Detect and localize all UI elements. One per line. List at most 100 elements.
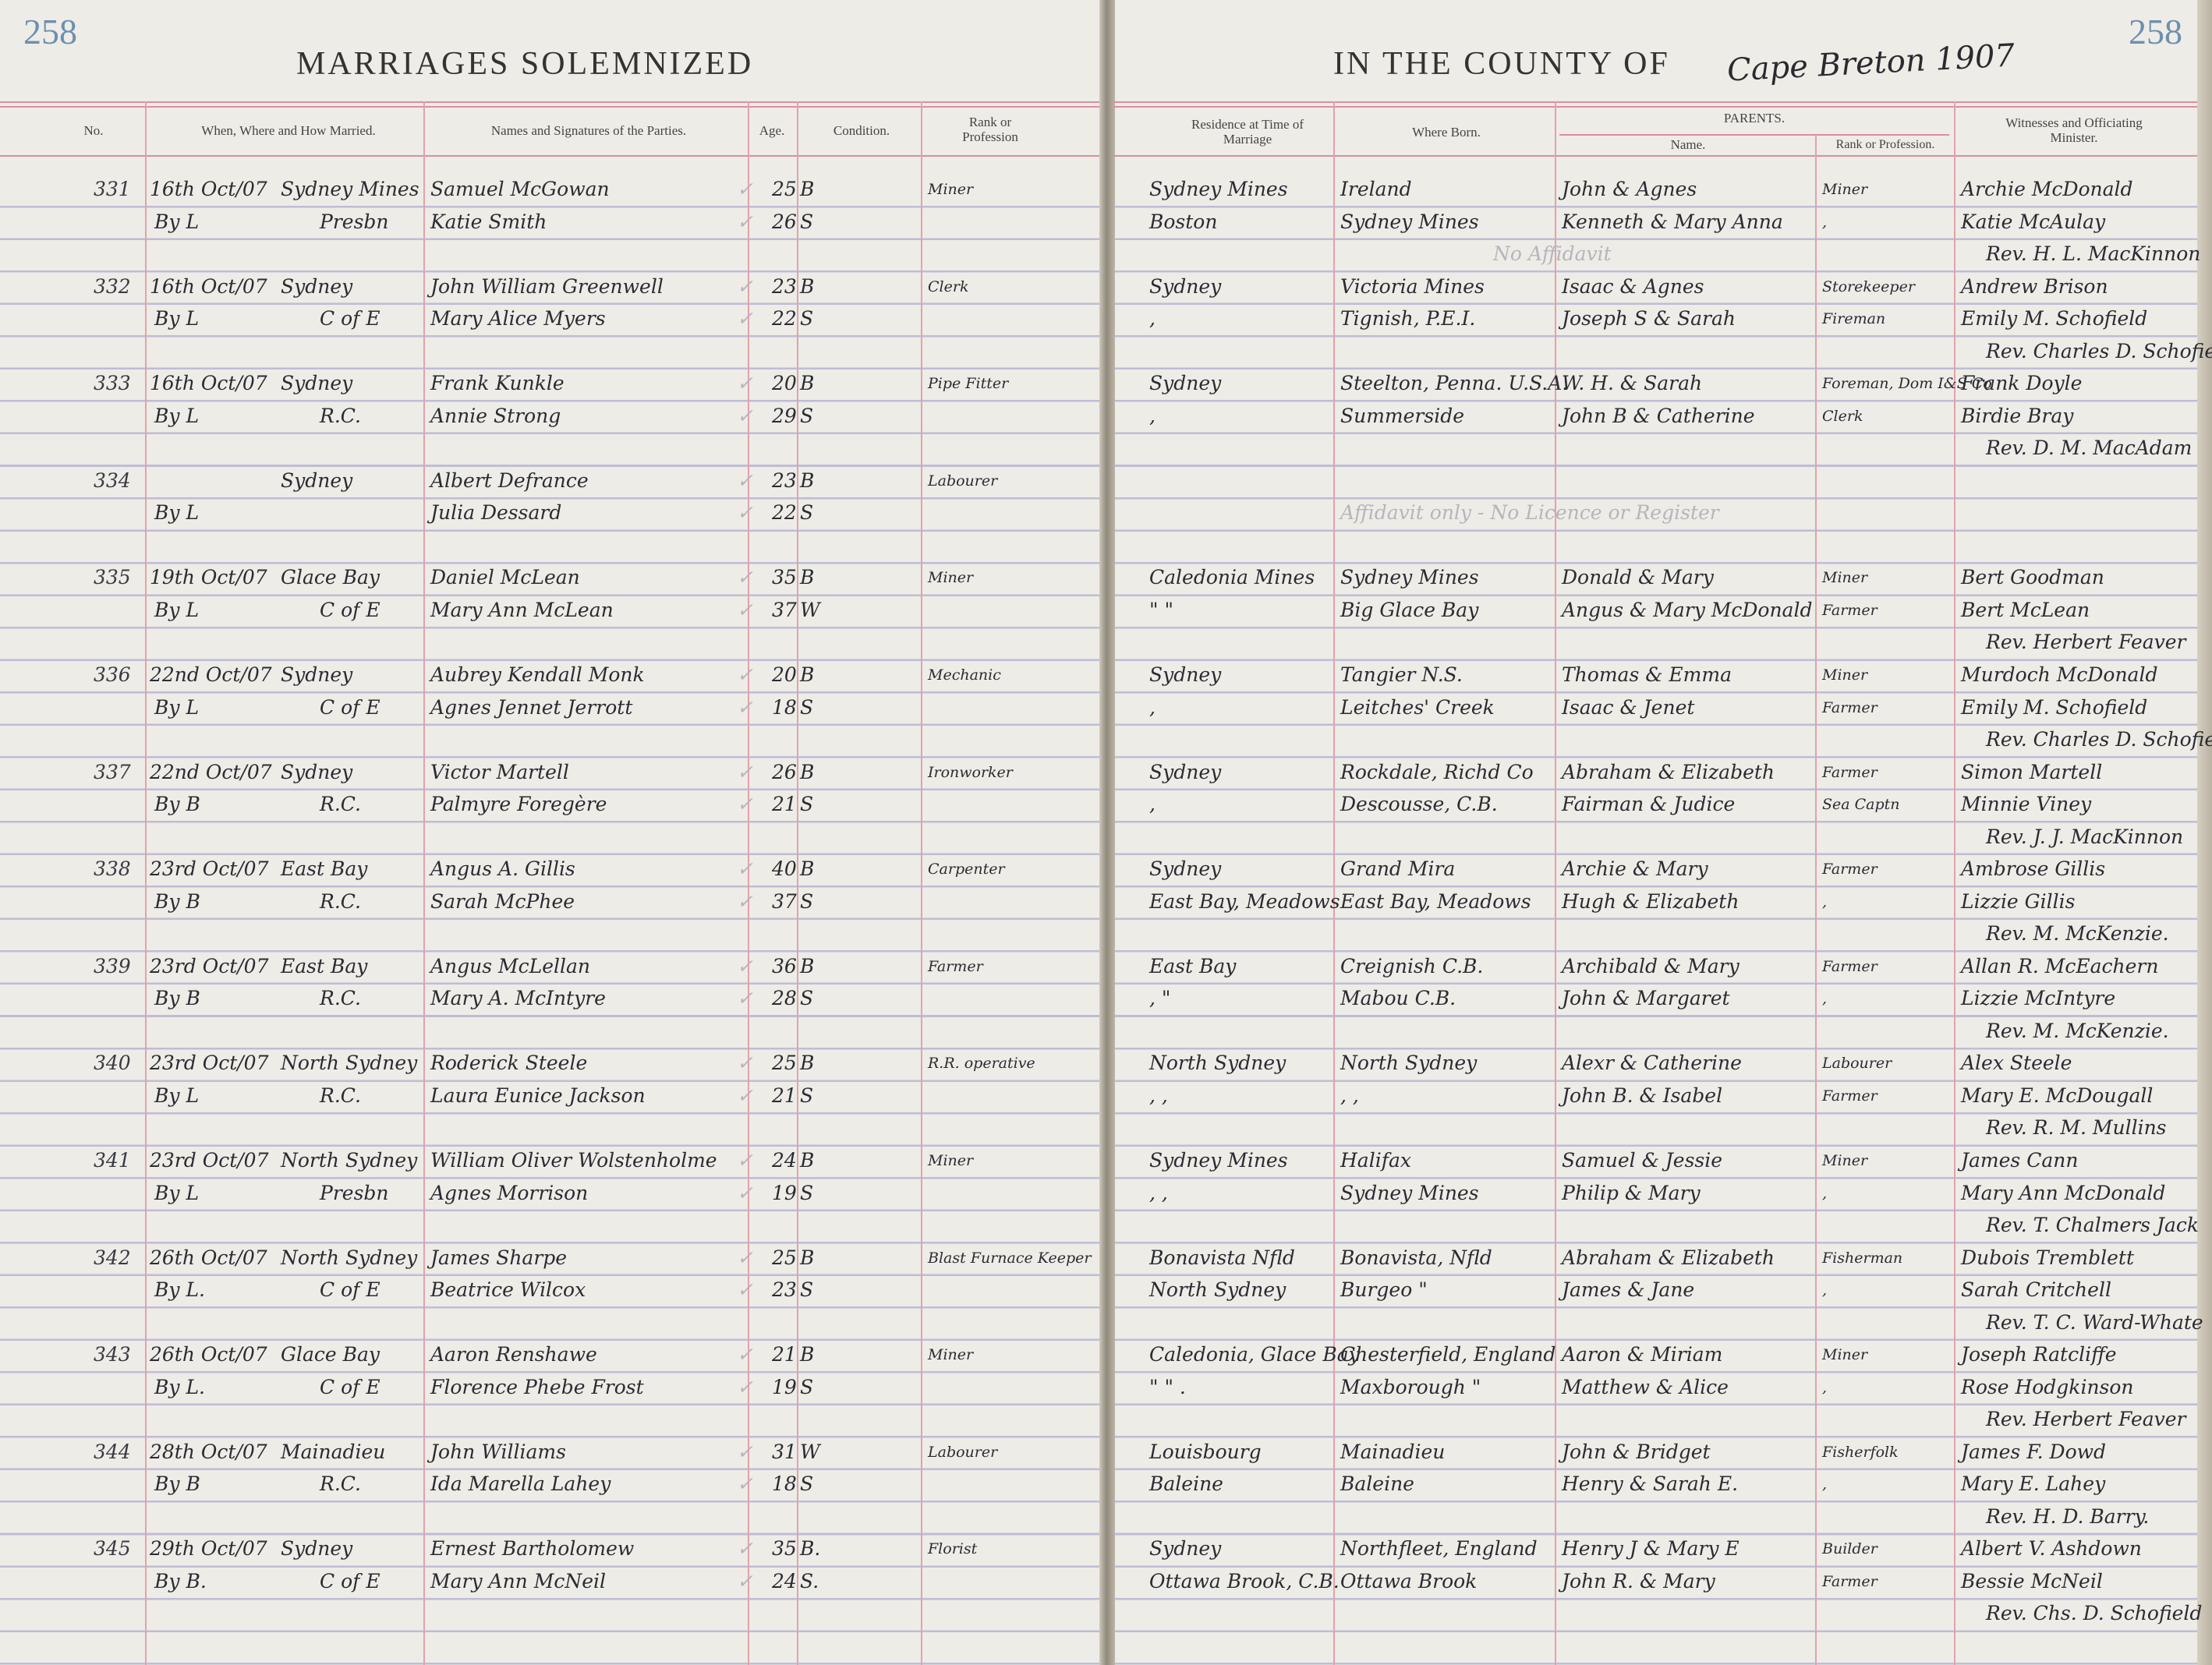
- check-mark-icon: ✓: [737, 210, 753, 233]
- witness-1: Albert V. Ashdown: [1961, 1537, 2142, 1561]
- groom-residence: East Bay: [1149, 954, 1237, 977]
- groom-birthplace: North Sydney: [1340, 1052, 1478, 1075]
- marriage-place: Sydney Mines: [281, 178, 419, 200]
- check-mark-icon: ✓: [737, 793, 753, 816]
- groom-condition: B.: [800, 1537, 821, 1561]
- bride-name: Beatrice Wilcox: [430, 1278, 586, 1302]
- groom-condition: B: [800, 178, 815, 200]
- groom-residence: Sydney: [1149, 274, 1222, 298]
- bride-parents-rank: Farmer: [1822, 601, 1878, 619]
- bride-age: 18: [772, 1472, 797, 1496]
- page-title-left: MARRIAGES SOLEMNIZED: [296, 46, 754, 82]
- groom-name: Albert Defrance: [430, 468, 589, 492]
- bride-condition: S: [800, 695, 814, 719]
- groom-name: John William Greenwell: [430, 274, 664, 298]
- bride-name: Sarah McPhee: [430, 889, 575, 913]
- witness-2: Mary E. McDougall: [1961, 1083, 2154, 1107]
- marriage-date: 16th Oct/07: [150, 178, 267, 200]
- bride-birthplace: Tignish, P.E.I.: [1340, 307, 1476, 331]
- bride-parents-rank: Farmer: [1822, 1087, 1878, 1105]
- denomination: C of E: [320, 695, 380, 719]
- groom-condition: B: [800, 663, 815, 686]
- groom-age: 25: [772, 178, 797, 200]
- ruling-header-bottom: [1113, 155, 2197, 157]
- groom-birthplace: Rockdale, Richd Co: [1340, 760, 1534, 783]
- bride-condition: S: [800, 987, 814, 1010]
- groom-condition: W: [800, 1440, 820, 1463]
- groom-condition: B: [800, 954, 815, 977]
- groom-name: Frank Kunkle: [430, 372, 565, 395]
- groom-parents-rank: Farmer: [1822, 763, 1878, 781]
- groom-age: 26: [772, 760, 797, 783]
- marriage-place: Sydney: [281, 274, 353, 298]
- officiating-minister: Rev. D. M. MacAdam: [1986, 437, 2193, 460]
- bride-birthplace: Maxborough ": [1340, 1375, 1481, 1398]
- groom-parents-rank: Miner: [1822, 1152, 1868, 1169]
- marriage-method: By L: [154, 501, 200, 525]
- entry-number: 332: [94, 274, 131, 298]
- marriage-method: By L: [154, 1181, 200, 1204]
- denomination: R.C.: [320, 1472, 361, 1496]
- groom-name: Ernest Bartholomew: [430, 1537, 635, 1561]
- column-divider: [797, 101, 798, 1665]
- denomination: C of E: [320, 598, 380, 621]
- marriage-date: 26th Oct/07: [150, 1343, 267, 1366]
- bride-name: Agnes Jennet Jerrott: [430, 695, 633, 719]
- groom-name: Samuel McGowan: [430, 178, 610, 200]
- register-note: Affidavit only - No Licence or Register: [1340, 501, 1719, 525]
- marriage-date: 16th Oct/07: [150, 372, 267, 395]
- witness-2: Emily M. Schofield: [1961, 307, 2148, 331]
- entry-number: 331: [94, 178, 131, 200]
- groom-condition: B: [800, 566, 815, 589]
- check-mark-icon: ✓: [737, 760, 753, 783]
- witness-2: Katie McAulay: [1961, 210, 2106, 233]
- groom-age: 35: [772, 1537, 797, 1561]
- bride-age: 37: [772, 598, 797, 621]
- groom-age: 40: [772, 857, 797, 881]
- groom-name: Roderick Steele: [430, 1052, 588, 1075]
- groom-name: Aaron Renshawe: [430, 1343, 597, 1366]
- entry-number: 337: [94, 760, 131, 783]
- check-mark-icon: ✓: [737, 1181, 753, 1204]
- bride-age: 22: [772, 501, 797, 525]
- bride-name: Ida Marella Lahey: [430, 1472, 611, 1496]
- page-number-right: 258: [2129, 12, 2182, 51]
- bride-residence: " " .: [1149, 1375, 1186, 1398]
- witness-1: Joseph Ratcliffe: [1961, 1343, 2117, 1366]
- marriage-place: Sydney: [281, 372, 353, 395]
- marriage-method: By L.: [154, 1278, 205, 1302]
- marriage-date: 26th Oct/07: [150, 1246, 267, 1269]
- witness-1: James Cann: [1961, 1149, 2079, 1172]
- bride-parents: Philip & Mary: [1562, 1181, 1701, 1204]
- entry-number: 342: [94, 1246, 131, 1269]
- groom-birthplace: Halifax: [1340, 1149, 1411, 1172]
- groom-birthplace: Ireland: [1340, 178, 1412, 200]
- marriage-place: North Sydney: [281, 1052, 418, 1075]
- officiating-minister: Rev. H. L. MacKinnon: [1986, 242, 2201, 265]
- groom-age: 23: [772, 274, 797, 298]
- bride-condition: S.: [800, 1569, 819, 1593]
- groom-parents-rank: Builder: [1822, 1540, 1878, 1558]
- bride-residence: ,: [1149, 695, 1156, 719]
- groom-parents-rank: Miner: [1822, 666, 1868, 684]
- groom-profession: R.R. operative: [928, 1055, 1035, 1073]
- check-mark-icon: ✓: [737, 1052, 753, 1075]
- bride-parents: Kenneth & Mary Anna: [1562, 210, 1783, 233]
- header-names: Names and Signatures of the Parties.: [490, 123, 687, 138]
- groom-profession: Florist: [928, 1540, 978, 1558]
- check-mark-icon: ✓: [737, 307, 753, 331]
- marriage-date: 23rd Oct/07: [150, 954, 269, 977]
- bride-birthplace: Big Glace Bay: [1340, 598, 1479, 621]
- groom-condition: B: [800, 274, 815, 298]
- denomination: C of E: [320, 1375, 380, 1398]
- groom-condition: B: [800, 857, 815, 881]
- groom-profession: Pipe Fitter: [928, 375, 1009, 393]
- groom-birthplace: Grand Mira: [1340, 857, 1456, 881]
- groom-condition: B: [800, 1343, 815, 1366]
- groom-parents: Abraham & Elizabeth: [1562, 760, 1775, 783]
- column-divider: [921, 101, 922, 1665]
- bride-birthplace: Summerside: [1340, 404, 1465, 427]
- column-divider: [1815, 136, 1817, 1665]
- denomination: R.C.: [320, 793, 361, 816]
- groom-residence: Louisbourg: [1149, 1440, 1262, 1463]
